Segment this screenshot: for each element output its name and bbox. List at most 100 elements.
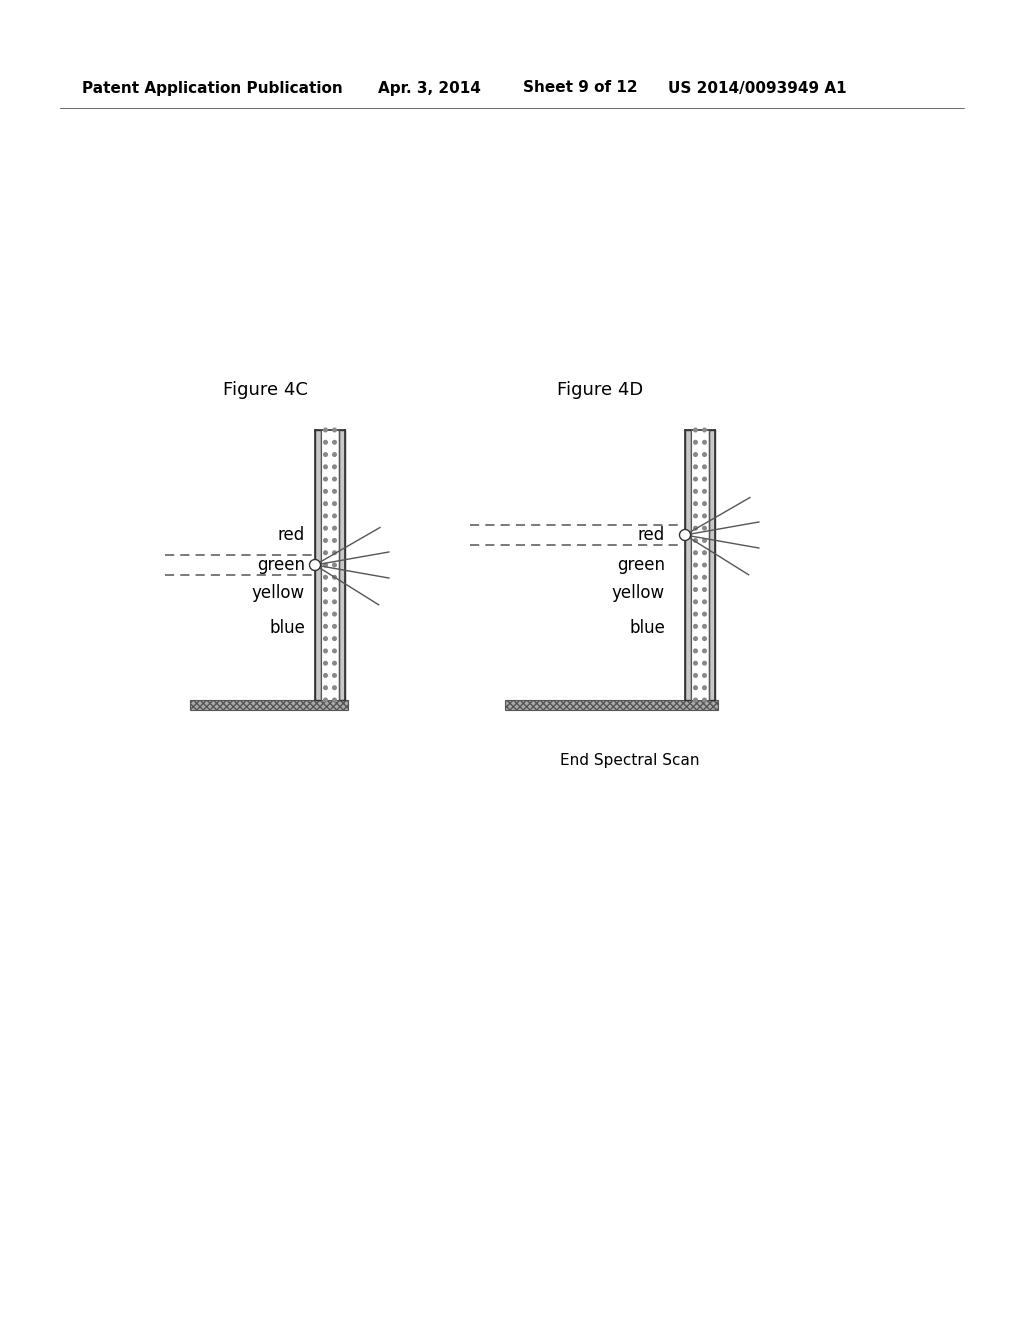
Circle shape: [333, 576, 336, 579]
Circle shape: [324, 428, 328, 432]
Text: End Spectral Scan: End Spectral Scan: [560, 752, 699, 767]
Circle shape: [693, 649, 697, 652]
Circle shape: [324, 453, 328, 457]
Circle shape: [702, 513, 707, 517]
Circle shape: [702, 601, 707, 603]
Circle shape: [333, 661, 336, 665]
Bar: [339, 430, 345, 700]
Circle shape: [693, 587, 697, 591]
Circle shape: [333, 564, 336, 566]
Bar: [321, 430, 339, 700]
Circle shape: [309, 560, 321, 570]
Circle shape: [702, 428, 707, 432]
Circle shape: [702, 636, 707, 640]
Circle shape: [324, 698, 328, 702]
Circle shape: [333, 550, 336, 554]
Text: Figure 4C: Figure 4C: [222, 381, 307, 399]
Circle shape: [693, 661, 697, 665]
Circle shape: [702, 550, 707, 554]
Circle shape: [324, 612, 328, 616]
Circle shape: [702, 539, 707, 543]
Circle shape: [702, 465, 707, 469]
Text: yellow: yellow: [612, 583, 665, 602]
Circle shape: [324, 601, 328, 603]
Text: Patent Application Publication: Patent Application Publication: [82, 81, 343, 95]
Circle shape: [324, 478, 328, 480]
Circle shape: [324, 649, 328, 652]
Circle shape: [333, 673, 336, 677]
Text: blue: blue: [269, 619, 305, 638]
Circle shape: [324, 490, 328, 494]
Circle shape: [333, 441, 336, 444]
Text: green: green: [257, 556, 305, 574]
Circle shape: [324, 527, 328, 531]
Circle shape: [702, 527, 707, 531]
Circle shape: [693, 441, 697, 444]
Circle shape: [324, 587, 328, 591]
Circle shape: [324, 564, 328, 566]
Circle shape: [333, 453, 336, 457]
Circle shape: [333, 513, 336, 517]
Circle shape: [324, 686, 328, 689]
Circle shape: [333, 465, 336, 469]
Text: green: green: [617, 556, 665, 574]
Text: yellow: yellow: [252, 583, 305, 602]
Circle shape: [324, 550, 328, 554]
Circle shape: [693, 527, 697, 531]
Circle shape: [693, 478, 697, 480]
Circle shape: [324, 661, 328, 665]
Circle shape: [333, 490, 336, 494]
Circle shape: [333, 502, 336, 506]
Circle shape: [333, 649, 336, 652]
Circle shape: [702, 649, 707, 652]
Text: Figure 4D: Figure 4D: [557, 381, 643, 399]
Circle shape: [693, 490, 697, 494]
Circle shape: [702, 502, 707, 506]
Circle shape: [693, 465, 697, 469]
Circle shape: [324, 624, 328, 628]
Circle shape: [333, 601, 336, 603]
Circle shape: [702, 673, 707, 677]
Circle shape: [702, 490, 707, 494]
Circle shape: [693, 539, 697, 543]
Circle shape: [702, 698, 707, 702]
Circle shape: [324, 502, 328, 506]
Circle shape: [324, 576, 328, 579]
Circle shape: [693, 636, 697, 640]
Bar: [315, 430, 321, 700]
Circle shape: [324, 441, 328, 444]
Circle shape: [702, 686, 707, 689]
Circle shape: [702, 576, 707, 579]
Circle shape: [324, 673, 328, 677]
Circle shape: [693, 576, 697, 579]
Circle shape: [693, 686, 697, 689]
Text: red: red: [638, 525, 665, 544]
Circle shape: [702, 612, 707, 616]
Circle shape: [333, 698, 336, 702]
Circle shape: [333, 539, 336, 543]
Circle shape: [702, 453, 707, 457]
Text: Sheet 9 of 12: Sheet 9 of 12: [523, 81, 638, 95]
Circle shape: [333, 686, 336, 689]
Circle shape: [693, 624, 697, 628]
Circle shape: [702, 441, 707, 444]
Circle shape: [333, 612, 336, 616]
Bar: [505, 700, 718, 710]
Circle shape: [693, 698, 697, 702]
Bar: [685, 430, 691, 700]
Circle shape: [693, 513, 697, 517]
Circle shape: [324, 636, 328, 640]
Circle shape: [333, 587, 336, 591]
Circle shape: [693, 428, 697, 432]
Text: Apr. 3, 2014: Apr. 3, 2014: [378, 81, 481, 95]
Circle shape: [702, 661, 707, 665]
Circle shape: [680, 529, 690, 540]
Bar: [709, 430, 715, 700]
Circle shape: [702, 564, 707, 566]
Circle shape: [702, 478, 707, 480]
Circle shape: [693, 564, 697, 566]
Circle shape: [693, 550, 697, 554]
Circle shape: [702, 587, 707, 591]
Circle shape: [693, 612, 697, 616]
Circle shape: [333, 478, 336, 480]
